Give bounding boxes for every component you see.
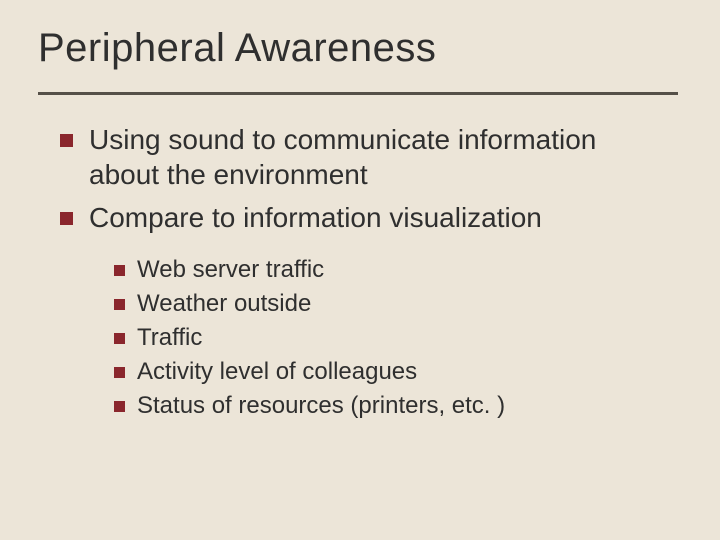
list-item-text: Traffic bbox=[137, 323, 202, 353]
square-bullet-icon bbox=[114, 401, 125, 412]
list-item-text: Status of resources (printers, etc. ) bbox=[137, 391, 505, 421]
list-item-text: Weather outside bbox=[137, 289, 311, 319]
sub-list: Web server traffic Weather outside Traff… bbox=[114, 255, 670, 421]
list-item-text: Activity level of colleagues bbox=[137, 357, 417, 387]
slide: Peripheral Awareness Using sound to comm… bbox=[0, 0, 720, 540]
list-item: Compare to information visualization bbox=[60, 200, 670, 235]
square-bullet-icon bbox=[114, 333, 125, 344]
list-item: Activity level of colleagues bbox=[114, 357, 670, 387]
list-item-text: Using sound to communicate information a… bbox=[89, 122, 670, 192]
list-item: Weather outside bbox=[114, 289, 670, 319]
slide-body: Using sound to communicate information a… bbox=[60, 122, 670, 425]
slide-title: Peripheral Awareness bbox=[38, 26, 436, 71]
title-underline-rule bbox=[38, 92, 678, 95]
square-bullet-icon bbox=[60, 212, 73, 225]
list-item: Using sound to communicate information a… bbox=[60, 122, 670, 192]
list-item: Status of resources (printers, etc. ) bbox=[114, 391, 670, 421]
square-bullet-icon bbox=[114, 299, 125, 310]
list-item-text: Web server traffic bbox=[137, 255, 324, 285]
square-bullet-icon bbox=[114, 367, 125, 378]
list-item: Traffic bbox=[114, 323, 670, 353]
list-item-text: Compare to information visualization bbox=[89, 200, 542, 235]
square-bullet-icon bbox=[114, 265, 125, 276]
list-item: Web server traffic bbox=[114, 255, 670, 285]
square-bullet-icon bbox=[60, 134, 73, 147]
